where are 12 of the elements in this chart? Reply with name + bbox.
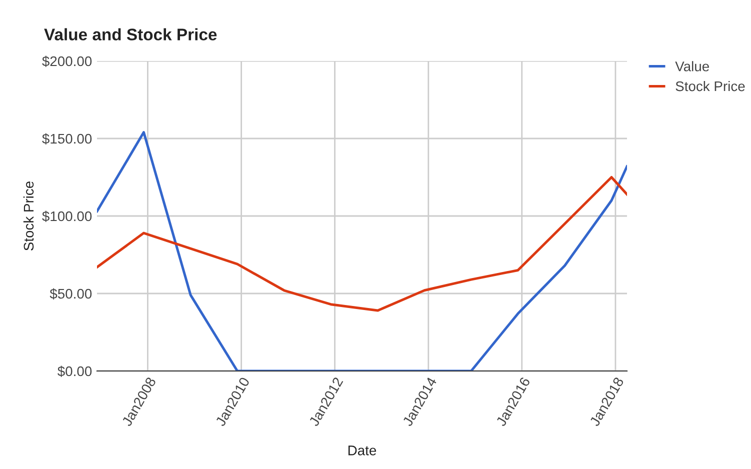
line-series (97, 131, 627, 371)
line-series (97, 176, 627, 312)
y-tick-label: $0.00 (58, 366, 92, 377)
legend-label: Value (675, 61, 709, 72)
y-tick-label: $200.00 (42, 56, 92, 67)
y-axis-title: Stock Price (23, 182, 34, 250)
y-tick-label: $50.00 (50, 288, 92, 300)
x-axis-title: Date (348, 446, 376, 456)
chart-title: Value and Stock Price (44, 28, 217, 40)
y-tick-label: $150.00 (42, 133, 92, 144)
y-tick-label: $100.00 (42, 210, 92, 222)
legend-label: Stock Price (676, 80, 745, 92)
